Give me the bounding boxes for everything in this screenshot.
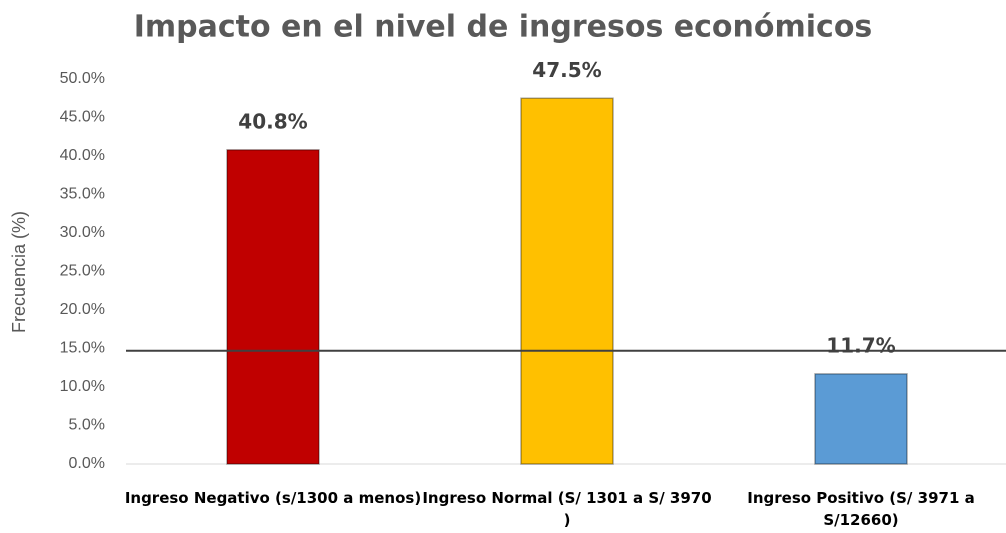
- y-tick-label: 45.0%: [60, 109, 105, 126]
- x-tick-label: Ingreso Positivo (S/ 3971 a S/12660): [747, 489, 975, 529]
- y-tick-label: 20.0%: [60, 301, 105, 318]
- x-tick-label: Ingreso Normal (S/ 1301 a S/ 3970 ): [422, 489, 712, 529]
- chart-title: Impacto en el nivel de ingresos económic…: [134, 10, 873, 45]
- y-tick-label: 5.0%: [69, 417, 105, 434]
- bar: [814, 373, 908, 465]
- y-tick-label: 15.0%: [60, 340, 105, 357]
- y-tick-label: 10.0%: [60, 378, 105, 395]
- bar: [520, 97, 614, 465]
- y-tick-label: 35.0%: [60, 186, 105, 203]
- y-tick-label: 40.0%: [60, 147, 105, 164]
- bar: [226, 149, 320, 465]
- y-tick-label: 50.0%: [60, 70, 105, 87]
- data-label: 40.8%: [238, 109, 307, 133]
- y-tick-label: 25.0%: [60, 263, 105, 280]
- data-label: 11.7%: [826, 333, 895, 357]
- y-axis-title: Frecuencia (%): [9, 211, 29, 333]
- y-tick-label: 30.0%: [60, 224, 105, 241]
- data-label: 47.5%: [532, 58, 601, 82]
- y-tick-label: 0.0%: [69, 455, 105, 472]
- x-tick-label: Ingreso Negativo (s/1300 a menos): [124, 489, 422, 507]
